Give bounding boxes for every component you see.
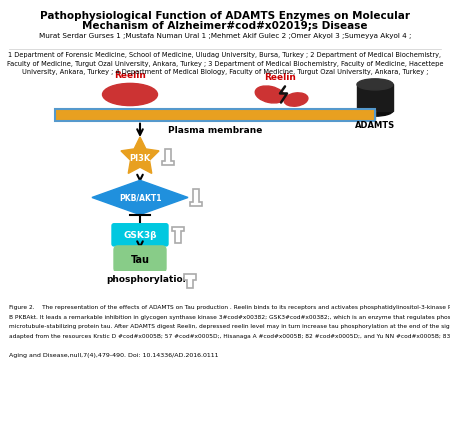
Text: Figure 2.    The representation of the effects of ADAMTS on Tau production . Ree: Figure 2. The representation of the effe…: [9, 304, 450, 309]
Ellipse shape: [357, 106, 393, 117]
Text: ADAMTS: ADAMTS: [355, 120, 395, 130]
Text: PI3K: PI3K: [130, 153, 151, 162]
Text: Faculty of Medicine, Turgut Ozal University, Ankara, Turkey ; 3 Department of Me: Faculty of Medicine, Turgut Ozal Univers…: [7, 60, 443, 67]
Ellipse shape: [284, 94, 308, 107]
Ellipse shape: [357, 80, 393, 91]
FancyBboxPatch shape: [114, 246, 166, 272]
Text: B PKBAkt. It leads a remarkable inhibition in glycogen synthase kinase 3#cod#x00: B PKBAkt. It leads a remarkable inhibiti…: [9, 314, 450, 319]
Text: Murat Serdar Gurses 1 ;Mustafa Numan Ural 1 ;Mehmet Akif Gulec 2 ;Omer Akyol 3 ;: Murat Serdar Gurses 1 ;Mustafa Numan Ura…: [39, 33, 411, 39]
Polygon shape: [162, 150, 174, 166]
Text: Reelin: Reelin: [264, 73, 296, 82]
Text: PKB/AKT1: PKB/AKT1: [119, 194, 161, 202]
Polygon shape: [92, 181, 188, 215]
Text: adapted from the resources Krstic D #cod#x0005B; 57 #cod#x0005D;, Hisanaga A #co: adapted from the resources Krstic D #cod…: [9, 333, 450, 338]
Polygon shape: [184, 275, 196, 288]
Text: Tau: Tau: [130, 254, 149, 265]
Bar: [55, 110, 375, 121]
Polygon shape: [121, 138, 159, 174]
Text: Mechanism of Alzheimer#cod#x02019;s Disease: Mechanism of Alzheimer#cod#x02019;s Dise…: [82, 21, 368, 31]
Bar: [55, 110, 375, 120]
Text: Aging and Disease,null,7(4),479-490. Doi: 10.14336/AD.2016.0111: Aging and Disease,null,7(4),479-490. Doi…: [9, 353, 219, 357]
Text: phosphorylation: phosphorylation: [107, 275, 189, 283]
Text: 1 Department of Forensic Medicine, School of Medicine, Uludag University, Bursa,: 1 Department of Forensic Medicine, Schoo…: [9, 52, 441, 58]
Text: microtubule-stabilizing protein tau. After ADAMTS digest Reelin, depressed reeli: microtubule-stabilizing protein tau. Aft…: [9, 324, 450, 328]
FancyBboxPatch shape: [112, 224, 168, 246]
Text: Plasma membrane: Plasma membrane: [168, 125, 262, 134]
Bar: [357, 85, 393, 111]
Text: Pathophysiological Function of ADAMTS Enzymes on Molecular: Pathophysiological Function of ADAMTS En…: [40, 11, 410, 21]
Polygon shape: [190, 190, 202, 206]
Ellipse shape: [255, 87, 285, 104]
Polygon shape: [172, 227, 184, 244]
Text: University, Ankara, Turkey ; 4 Department of Medical Biology, Faculty of Medicin: University, Ankara, Turkey ; 4 Departmen…: [22, 69, 428, 75]
Text: Reelin: Reelin: [114, 71, 146, 80]
Text: GSK3β: GSK3β: [123, 231, 157, 240]
Ellipse shape: [103, 84, 158, 106]
